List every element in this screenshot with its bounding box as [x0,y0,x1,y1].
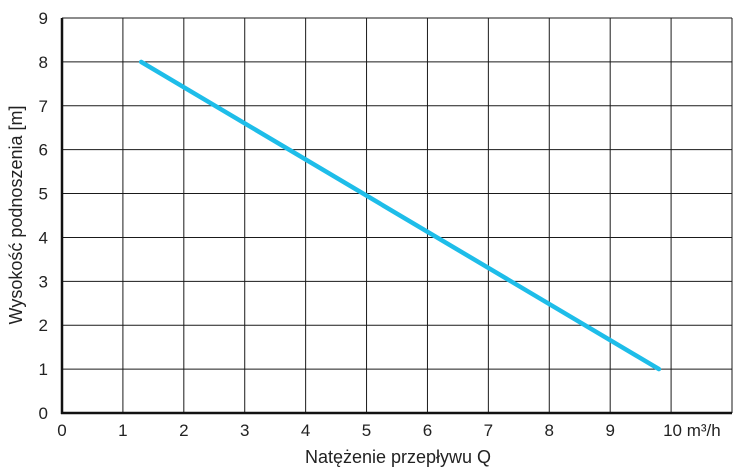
x-tick-label: 3 [240,421,249,440]
y-axis-label: Wysokość podnoszenia [m] [6,106,26,325]
y-tick-label: 3 [39,272,48,291]
x-tick-label: 5 [362,421,371,440]
chart-axes [60,18,732,415]
y-tick-label: 1 [39,360,48,379]
y-tick-label: 7 [39,97,48,116]
y-tick-label: 2 [39,316,48,335]
x-axis-label: Natężenie przepływu Q [305,447,491,467]
x-tick-label-unit: 10 m³/h [663,421,721,440]
y-tick-label: 6 [39,141,48,160]
x-tick-label: 1 [118,421,127,440]
x-tick-label: 0 [57,421,66,440]
x-tick-label: 2 [179,421,188,440]
y-tick-label: 0 [39,404,48,423]
series-line [138,59,662,372]
chart-grid [62,17,733,413]
y-tick-labels: 0 1 2 3 4 5 6 7 8 9 [39,9,48,423]
chart-series [138,59,662,372]
y-tick-label: 4 [39,228,48,247]
x-tick-label: 6 [423,421,432,440]
y-tick-label: 5 [39,185,48,204]
y-tick-label: 8 [39,53,48,72]
x-tick-label: 4 [301,421,310,440]
y-tick-label: 9 [39,9,48,28]
x-tick-label: 8 [545,421,554,440]
x-tick-label: 7 [484,421,493,440]
x-tick-label: 9 [605,421,614,440]
x-tick-labels: 0 1 2 3 4 5 6 7 8 9 10 m³/h [57,421,720,440]
